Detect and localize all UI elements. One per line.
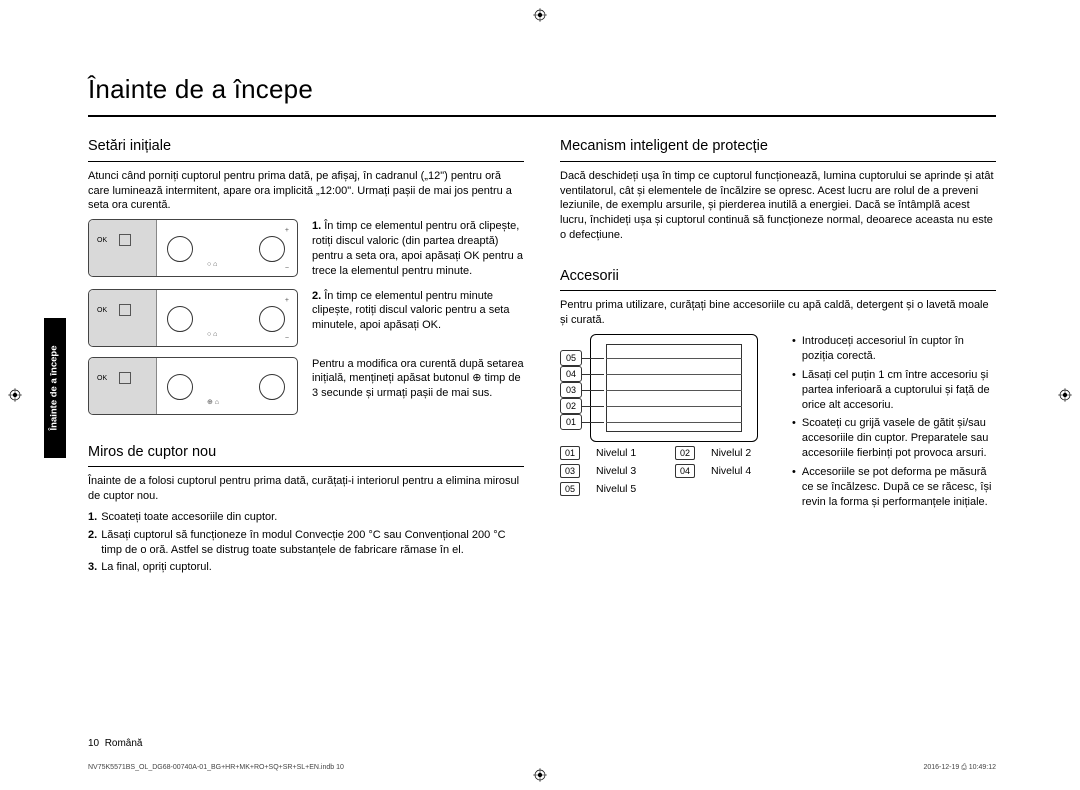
right-column: Mecanism inteligent de protecție Dacă de…: [560, 137, 996, 578]
crop-mark-right: [1058, 388, 1072, 402]
subhead-accesorii: Accesorii: [560, 267, 996, 287]
step2-text: 2. În timp ce elementul pentru minute cl…: [312, 289, 524, 334]
step-row-2: OK ○ ⌂ + − 2. În timp ce elementul pentr…: [88, 289, 524, 347]
accesorii-intro: Pentru prima utilizare, curățați bine ac…: [560, 298, 996, 328]
left-column: Setări inițiale Atunci când porniți cupt…: [88, 137, 524, 578]
title-rule: [88, 115, 996, 117]
crop-mark-top: [533, 8, 547, 22]
side-tab-label: Înainte de a începe: [49, 346, 62, 431]
crop-mark-bottom: [533, 768, 547, 782]
mecanism-body: Dacă deschideți ușa în timp ce cuptorul …: [560, 169, 996, 243]
subhead-miros: Miros de cuptor nou: [88, 443, 524, 463]
control-panel-diagram-3: OK ⊕ ⌂: [88, 357, 298, 415]
miros-rule: [88, 466, 524, 467]
subhead-mecanism: Mecanism inteligent de protecție: [560, 137, 996, 157]
step3-text: Pentru a modifica ora curentă după setar…: [312, 357, 524, 402]
page-footer: 10 Română: [88, 737, 143, 751]
control-panel-diagram-1: OK ○ ⌂ + −: [88, 219, 298, 277]
step1-text: 1. În timp ce elementul pentru oră clipe…: [312, 219, 524, 278]
ok-label: OK: [97, 306, 107, 315]
footer-file: NV75K5571BS_OL_DG68-00740A-01_BG+HR+MK+R…: [88, 763, 344, 772]
accesorii-rule: [560, 290, 996, 291]
control-panel-diagram-2: OK ○ ⌂ + −: [88, 289, 298, 347]
level-badge-4: 04: [560, 366, 582, 382]
mecanism-rule: [560, 161, 996, 162]
subhead-setari: Setări inițiale: [88, 137, 524, 157]
level-badge-1: 01: [560, 414, 582, 430]
page-title: Înainte de a începe: [88, 72, 996, 107]
footer-date: 2016-12-19 ⎙ 10:49:12: [923, 763, 996, 772]
setari-rule: [88, 161, 524, 162]
accesorii-bullets: •Introduceți accesoriul în cuptor în poz…: [792, 334, 996, 513]
level-badge-5: 05: [560, 350, 582, 366]
step-row-1: OK ○ ⌂ + − 1. În timp ce elementul pentr…: [88, 219, 524, 278]
page-content: Înainte de a începe Setări inițiale Atun…: [88, 72, 996, 578]
step-row-3: OK ⊕ ⌂ Pentru a modifica ora curentă dup…: [88, 357, 524, 415]
side-tab: Înainte de a începe: [44, 318, 66, 458]
miros-intro: Înainte de a folosi cuptorul pentru prim…: [88, 474, 524, 504]
ok-label: OK: [97, 374, 107, 383]
oven-diagram: 05 04 03 02 01: [560, 334, 776, 444]
miros-steps: 1.Scoateți toate accesoriile din cuptor.…: [88, 510, 524, 575]
oven-figure-row: 05 04 03 02 01 01Nivelul 1 02Nivelul 2: [560, 334, 996, 513]
level-badge-3: 03: [560, 382, 582, 398]
level-badge-2: 02: [560, 398, 582, 414]
ok-label: OK: [97, 236, 107, 245]
setari-intro: Atunci când porniți cuptorul pentru prim…: [88, 169, 524, 214]
level-legend: 01Nivelul 1 02Nivelul 2 03Nivelul 3 04Ni…: [560, 446, 776, 497]
crop-mark-left: [8, 388, 22, 402]
